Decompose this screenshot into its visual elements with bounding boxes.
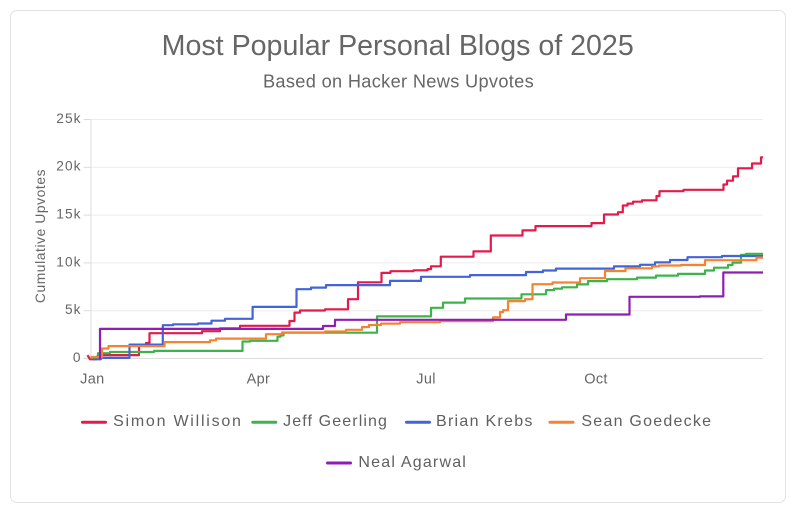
- svg-text:0: 0: [73, 350, 82, 365]
- svg-text:5k: 5k: [65, 302, 82, 317]
- svg-text:10k: 10k: [56, 254, 81, 269]
- svg-text:Jan: Jan: [80, 371, 104, 387]
- svg-text:Apr: Apr: [247, 371, 270, 387]
- svg-text:Based on Hacker News Upvotes: Based on Hacker News Upvotes: [263, 72, 534, 92]
- svg-text:Jul: Jul: [416, 371, 435, 387]
- svg-text:Brian Krebs: Brian Krebs: [436, 413, 534, 430]
- svg-text:Neal Agarwal: Neal Agarwal: [358, 454, 467, 471]
- svg-text:15k: 15k: [56, 207, 81, 222]
- svg-text:Cumulative Upvotes: Cumulative Upvotes: [33, 169, 48, 303]
- svg-text:Oct: Oct: [584, 371, 607, 387]
- svg-text:25k: 25k: [56, 111, 81, 126]
- svg-text:Most Popular Personal Blogs of: Most Popular Personal Blogs of 2025: [162, 30, 634, 62]
- svg-text:Sean Goedecke: Sean Goedecke: [581, 413, 712, 430]
- svg-text:Simon Willison: Simon Willison: [113, 413, 243, 430]
- svg-text:20k: 20k: [56, 159, 81, 174]
- svg-text:Jeff Geerling: Jeff Geerling: [283, 413, 388, 430]
